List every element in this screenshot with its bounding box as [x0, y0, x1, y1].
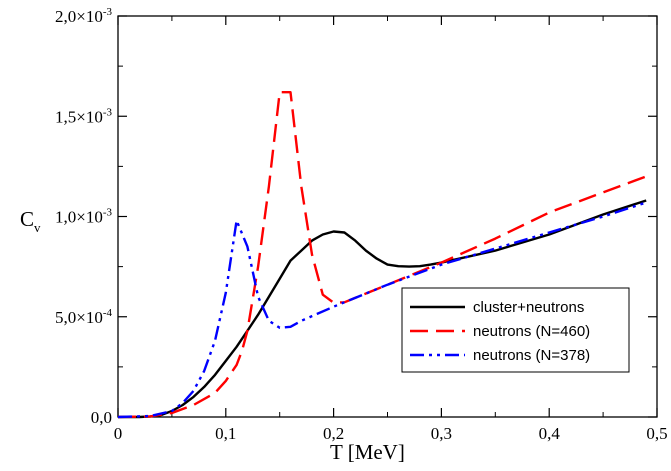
y-tick-label: 1,5×10-3 [55, 106, 113, 126]
x-tick-label: 0,2 [323, 424, 344, 443]
x-tick-label: 0,5 [646, 424, 667, 443]
y-axis-label-main: C [20, 207, 34, 231]
series-line-2 [117, 90, 647, 419]
y-tick-label: 5,0×10-4 [55, 307, 113, 327]
legend-label: neutrons (N=378) [473, 347, 590, 364]
y-axis-label: Cv [20, 207, 41, 235]
axis-ticks: 0 0,1 0,2 0,3 0,4 0,5 0,0 5,0×10-4 1,0×10-3 1,5×1… [55, 6, 668, 443]
x-tick-label: 0,4 [539, 424, 561, 443]
legend: cluster+neutrons neutrons (N=460) neutrons… [401, 287, 630, 373]
y-tick-label: 1,0×10-3 [55, 207, 113, 227]
legend-label: cluster+neutrons [473, 299, 584, 316]
series-layer [117, 90, 647, 419]
x-tick-label: 0,3 [431, 424, 452, 443]
legend-items: cluster+neutrons neutrons (N=460) neutrons… [410, 299, 590, 364]
x-tick-label: 0,1 [215, 424, 236, 443]
y-tick-label: 0,0 [91, 408, 112, 427]
y-tick-label: 2,0×10-3 [55, 6, 113, 26]
legend-label: neutrons (N=460) [473, 323, 590, 340]
x-axis-label: T [MeV] [330, 440, 405, 464]
x-tick-label: 0 [114, 424, 123, 443]
series-line-3 [117, 201, 647, 419]
y-axis-label-sub: v [34, 220, 41, 235]
series-line-1 [118, 199, 647, 419]
